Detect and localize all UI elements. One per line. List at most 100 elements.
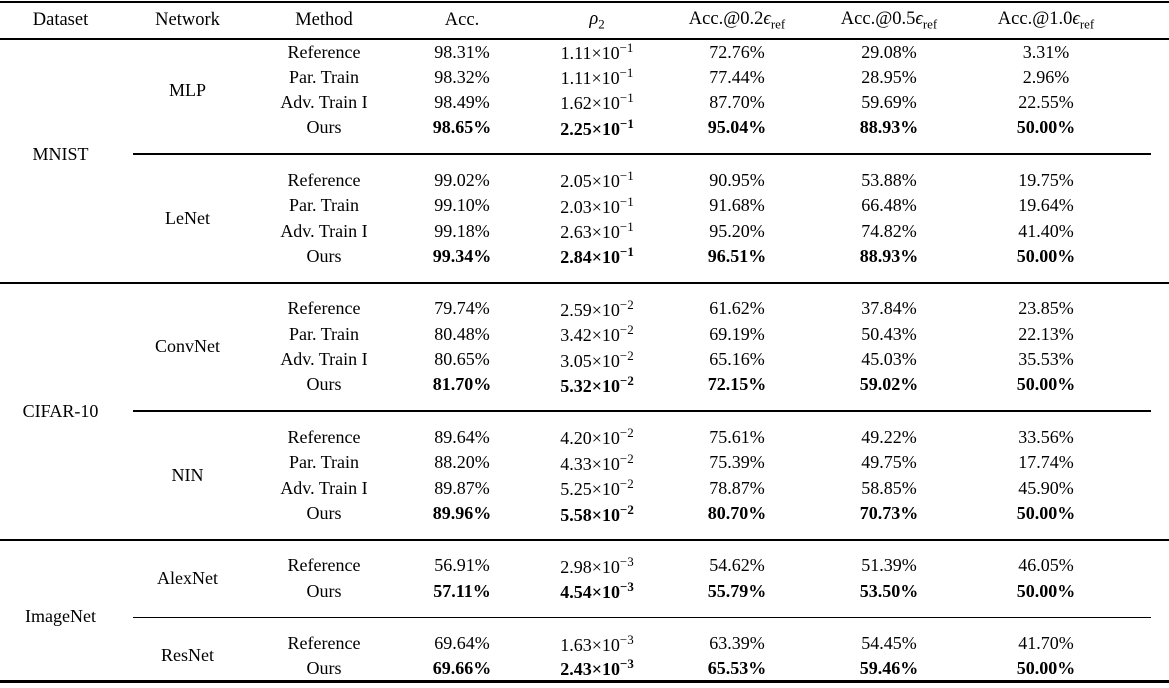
acc-at-10-cell: 22.13% [1018,323,1074,344]
acc-at-05-cell: 49.75% [861,452,917,473]
acc-at-02-cell: 91.68% [709,195,765,216]
acc-cell: 56.91% [434,555,490,576]
acc-cell: 98.49% [434,91,490,112]
rho2-cell: 2.84×10−1 [560,244,634,268]
acc-at-05-cell: 53.50% [859,580,919,601]
acc-at-05-cell: 88.93% [859,245,919,266]
network-cell: LeNet [165,207,210,228]
method-cell: Ours [306,503,342,524]
method-cell: Par. Train [288,323,360,344]
rho2-cell: 3.42×10−2 [560,322,634,346]
network-separator-cell [121,604,1169,631]
table-row: Adv. Train I 98.49% 1.62×10−1 87.70% 59.69% 2… [0,90,1169,115]
network-separator-row [0,604,1169,631]
acc-at-05-cell: 54.45% [861,633,917,654]
acc-at-02-cell: 65.16% [709,349,765,370]
acc-at-10-cell: 50.00% [1016,374,1076,395]
method-cell: Reference [287,298,361,319]
dataset-cell: MNIST [32,144,89,165]
acc-at-02-cell: 87.70% [709,91,765,112]
acc-cell: 99.18% [434,220,490,241]
epsilon-symbol: ϵ [763,8,771,29]
rho2-cell: 4.54×10−3 [560,579,634,603]
dataset-separator-row [0,269,1169,296]
acc-at-02-cell: 61.62% [709,298,765,319]
acc-at-10-cell: 41.70% [1018,633,1074,654]
method-cell: Adv. Train I [280,91,368,112]
acc-at-05-cell: 29.08% [861,41,917,62]
full-rule [0,281,1169,284]
rho2-cell: 1.11×10−1 [560,40,634,64]
rho2-cell: 2.63×10−1 [560,219,634,243]
method-cell: Par. Train [288,66,360,87]
acc-cell: 98.32% [434,66,490,87]
dataset-cell: CIFAR-10 [22,400,99,421]
acc-at-05-cell: 51.39% [861,555,917,576]
acc-at-05-cell: 37.84% [861,298,917,319]
acc-at-10-cell: 50.00% [1016,503,1076,524]
acc-at-02-cell: 75.61% [709,426,765,447]
dataset-cell: ImageNet [25,606,96,627]
rho2-cell: 2.05×10−1 [560,168,634,192]
dataset-separator-cell [0,269,1169,296]
network-separator-cell [121,141,1169,168]
network-cell: AlexNet [157,568,218,589]
acc-at-10-cell: 50.00% [1016,117,1076,138]
rho2-cell: 5.58×10−2 [560,501,634,525]
acc-at-05-cell: 88.93% [859,117,919,138]
col-header-rho2: ρ2 [589,8,605,32]
acc-at-02-cell: 72.76% [709,41,765,62]
acc-cell: 69.64% [434,633,490,654]
acc-at-10-cell: 23.85% [1018,298,1074,319]
epsilon-symbol: ϵ [1072,8,1080,29]
acc-at-05-cell: 70.73% [859,503,919,524]
table-row: Ours 81.70% 5.32×10−2 72.15% 59.02% 50.00% [0,372,1169,397]
network-cell: ResNet [161,645,214,666]
table-header: Dataset Network Method Acc. ρ2 Acc.@0.2ϵref Ac… [0,2,1169,39]
table-row: Par. Train 88.20% 4.33×10−2 75.39% 49.75% 17.… [0,450,1169,475]
acc-at-05-cell: 58.85% [861,477,917,498]
method-cell: Ours [306,245,342,266]
rho2-cell: 2.43×10−3 [560,656,634,680]
method-cell: Par. Train [288,452,360,473]
acc-at-02-cell: 95.04% [707,117,767,138]
acc-cell: 98.65% [432,117,492,138]
partial-rule [133,153,1151,155]
header-row: Dataset Network Method Acc. ρ2 Acc.@0.2ϵref Ac… [0,2,1169,39]
rho2-cell: 5.25×10−2 [560,476,634,500]
acc-at-10-cell: 19.75% [1018,169,1074,190]
acc-at-02-cell: 77.44% [709,66,765,87]
network-separator-row [0,141,1169,168]
acc-at-05-cell: 28.95% [861,66,917,87]
table-row: CIFAR-10 ConvNet Reference 79.74% 2.59×10−2 6… [0,296,1169,421]
col-header-acc05: Acc.@0.5ϵref [840,8,938,32]
acc-at-02-cell: 69.19% [709,323,765,344]
acc-at-10-cell: 50.00% [1016,245,1076,266]
table-row: Ours 98.65% 2.25×10−1 95.04% 88.93% 50.00% [0,115,1169,140]
rho2-cell: 4.33×10−2 [560,450,634,474]
table-row: LeNet Reference 99.02% 2.05×10−1 90.95% 53.88… [0,168,1169,228]
network-cell: ConvNet [155,336,220,357]
table-row: Ours 99.34% 2.84×10−1 96.51% 88.93% 50.00% [0,244,1169,269]
acc-cell: 99.34% [432,245,492,266]
rho2-cell: 2.98×10−3 [560,553,634,577]
acc-cell: 88.20% [434,452,490,473]
acc-at-10-cell: 41.40% [1018,220,1074,241]
table-row: ImageNet AlexNet Reference 56.91% 2.98×10−3 5… [0,553,1169,626]
epsilon-symbol: ϵ [915,8,923,29]
rho2-cell: 3.05×10−2 [560,347,634,371]
acc-at-10-cell: 50.00% [1016,580,1076,601]
acc-cell: 98.31% [434,41,490,62]
method-cell: Ours [306,374,342,395]
method-cell: Reference [287,426,361,447]
table-row: Ours 69.66% 2.43×10−3 65.53% 59.46% 50.00% [0,656,1169,682]
full-rule [0,538,1169,541]
method-cell: Par. Train [288,195,360,216]
table-row: ResNet Reference 69.64% 1.63×10−3 63.39% 54.4… [0,631,1169,666]
method-cell: Reference [287,555,361,576]
network-separator-cell [121,398,1169,425]
acc-at-05-cell: 45.03% [861,349,917,370]
table-row: Ours 57.11% 4.54×10−3 55.79% 53.50% 50.00% [0,579,1169,604]
acc-at-05-cell: 74.82% [861,220,917,241]
